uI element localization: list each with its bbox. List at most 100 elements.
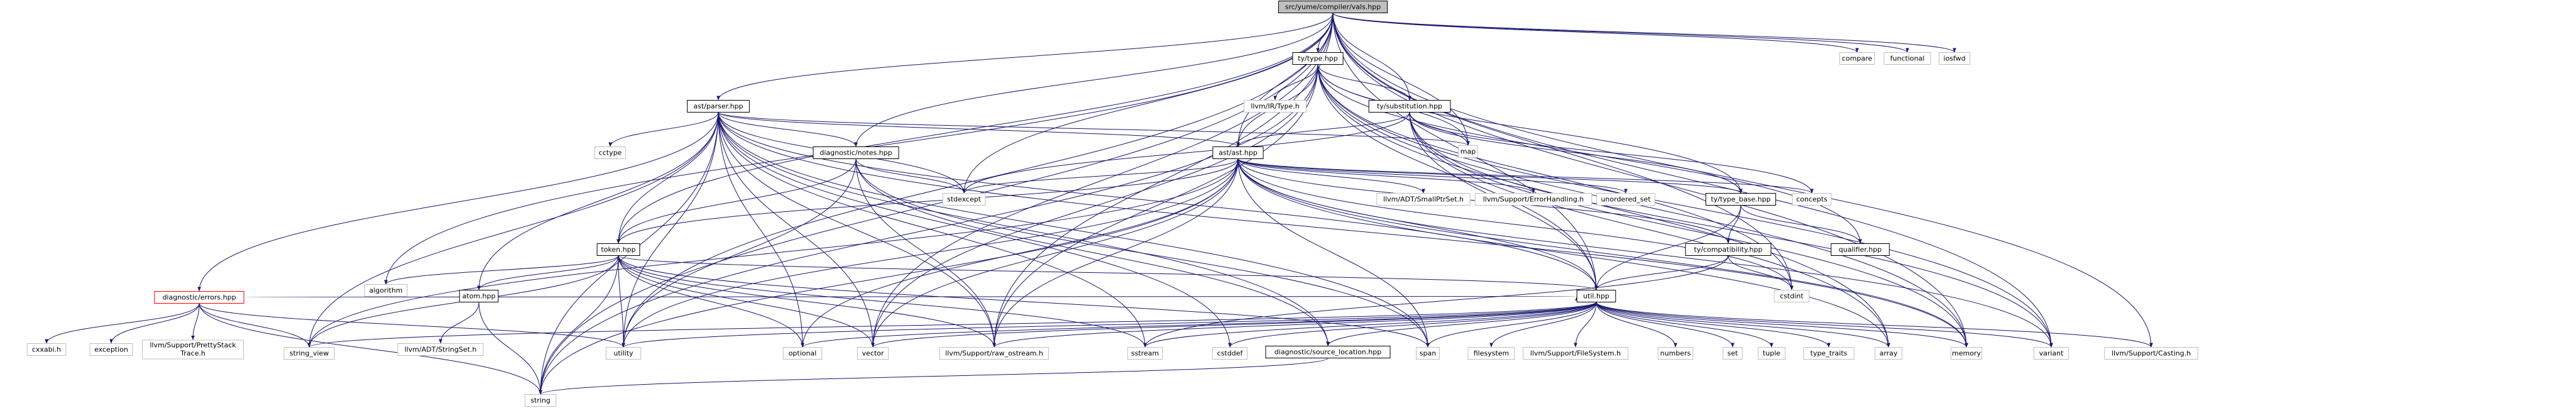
dependency-edge — [1332, 13, 1794, 290]
node: llvm/Support/Casting.h — [2104, 347, 2198, 360]
node: concepts — [1792, 193, 1832, 206]
node[interactable]: src/yume/compiler/vals.hpp — [1278, 1, 1388, 13]
node: memory — [1950, 347, 1983, 360]
dependency-edge — [45, 303, 200, 344]
dependency-edge — [718, 112, 875, 348]
node-label: diagnostic/errors.hpp — [162, 294, 236, 302]
dependency-edge — [307, 158, 1239, 348]
dependency-edge — [618, 255, 1598, 290]
edges — [45, 13, 2153, 395]
dependency-edge — [199, 303, 625, 348]
node: algorithm — [364, 284, 408, 297]
dependency-edge — [617, 158, 1239, 244]
node: sstream — [1127, 347, 1163, 360]
node: span — [1416, 347, 1440, 360]
node[interactable]: ty/substitution.hpp — [1368, 100, 1451, 113]
dependency-edge — [608, 112, 719, 147]
node[interactable]: ast/ast.hpp — [1212, 146, 1264, 159]
dependency-edge — [539, 255, 619, 395]
dependency-edge — [801, 158, 1239, 348]
dependency-edge — [1596, 302, 1831, 348]
node[interactable]: ty/type_base.hpp — [1705, 193, 1777, 206]
dependency-edge — [716, 13, 1334, 101]
node-box — [813, 146, 899, 159]
dependency-edge — [622, 158, 857, 348]
dependency-edge — [962, 158, 1239, 194]
node-label: diagnostic/notes.hpp — [819, 149, 892, 157]
node: numbers — [1657, 347, 1694, 360]
dependency-edge — [1317, 64, 1968, 348]
dependency-edge — [618, 255, 875, 348]
node: set — [1723, 347, 1743, 360]
node-label: filesystem — [1474, 350, 1510, 358]
node-label: iosfwd — [1943, 55, 1965, 63]
node-label: memory — [1952, 350, 1981, 358]
node-label: llvm/Support/raw_ostream.h — [945, 350, 1043, 358]
node-label: tuple — [1763, 350, 1780, 358]
node[interactable]: util.hpp — [1576, 290, 1616, 302]
node-label: cstdint — [1780, 292, 1804, 300]
dependency-edge — [384, 255, 619, 285]
node[interactable]: token.hpp — [596, 243, 640, 256]
node-box — [142, 339, 244, 360]
node: cstddef — [1212, 347, 1248, 360]
dependency-edge — [718, 112, 996, 348]
dependency-edge — [992, 13, 1334, 348]
dependency-edge — [871, 158, 1239, 348]
node-box — [2104, 347, 2198, 360]
dependency-edge — [1326, 302, 1597, 346]
node-box — [1875, 347, 1902, 360]
node[interactable]: ty/type.hpp — [1292, 52, 1344, 65]
node: string_view — [283, 347, 335, 360]
node-label: utility — [613, 350, 633, 358]
node-label: token.hpp — [601, 246, 635, 254]
dependency-edge — [622, 13, 1334, 348]
node-label: string — [530, 397, 551, 405]
dependency-edge — [718, 112, 858, 147]
node-box — [1292, 52, 1344, 65]
node: type_traits — [1803, 347, 1855, 360]
node: unordered_set — [1596, 193, 1655, 206]
dependency-edge — [1409, 112, 1968, 348]
nodes: src/yume/compiler/vals.hpp ty/type.hpp com… — [26, 1, 2198, 407]
dependency-edge — [1574, 302, 1597, 348]
dependency-edge — [618, 255, 804, 348]
node[interactable]: atom.hpp — [459, 290, 499, 302]
node[interactable]: diagnostic/notes.hpp — [813, 146, 899, 159]
dependency-edge — [871, 64, 1318, 348]
node-box — [26, 343, 67, 356]
node[interactable]: ty/compatibility.hpp — [1685, 243, 1772, 256]
dependency-edge — [1596, 302, 2153, 348]
node-label: util.hpp — [1583, 292, 1609, 300]
node[interactable]: diagnostic/source_location.hpp — [1265, 346, 1391, 358]
node-box — [1212, 146, 1264, 159]
node: string — [524, 394, 557, 407]
dependency-edge — [1143, 302, 1597, 348]
node: filesystem — [1467, 347, 1515, 360]
node: cxxabi.h — [26, 343, 67, 356]
dependency-edge — [622, 158, 1239, 348]
dependency-edge — [622, 302, 1597, 348]
node-label: array — [1880, 350, 1898, 358]
dependency-edge — [539, 158, 1239, 395]
node-label: llvm/ADT/StringSet.h — [405, 346, 477, 354]
dependency-edge — [855, 158, 1430, 348]
node-box — [459, 290, 499, 302]
node[interactable]: ast/parser.hpp — [687, 100, 750, 113]
dependency-edge — [718, 112, 1330, 346]
node-label: diagnostic/source_location.hpp — [1274, 348, 1381, 356]
node: vector — [857, 347, 889, 360]
node: cctype — [594, 146, 627, 159]
node[interactable]: diagnostic/errors.hpp — [154, 291, 244, 304]
node-box — [857, 347, 889, 360]
node[interactable]: qualifier.hpp — [1831, 243, 1890, 256]
node: compare — [1839, 52, 1875, 65]
dependency-edge — [197, 112, 719, 292]
node-label: llvm/Support/ErrorHandling.h — [1483, 196, 1584, 204]
dependency-edge — [718, 112, 1598, 290]
node-label: set — [1728, 350, 1738, 358]
node-box — [1883, 52, 1931, 65]
node-box — [939, 347, 1050, 360]
